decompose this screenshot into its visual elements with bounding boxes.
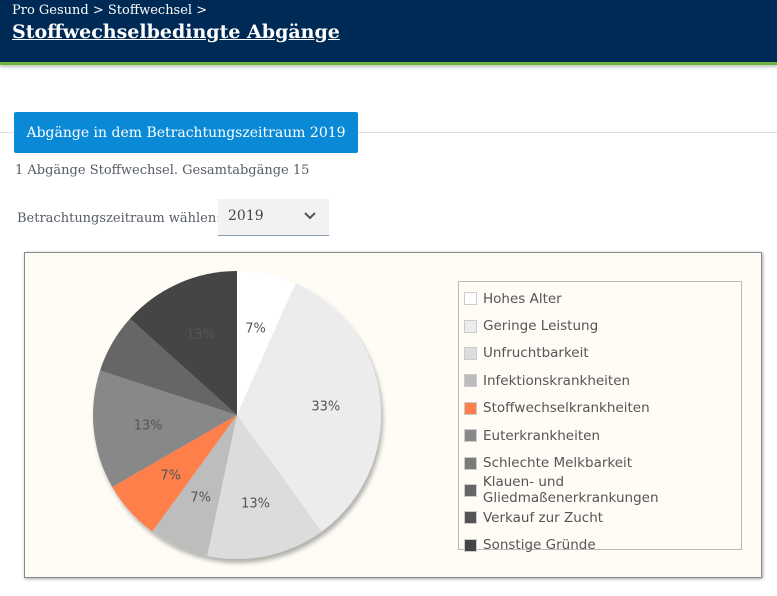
- legend-item[interactable]: Schlechte Melkbarkeit: [459, 449, 741, 476]
- legend-item[interactable]: Klauen- und Gliedmaßenerkrankungen: [459, 474, 741, 507]
- legend-label: Klauen- und Gliedmaßenerkrankungen: [482, 474, 659, 507]
- pie-slice-7[interactable]: [100, 318, 238, 415]
- pie-chart: 7% 33% 13% 7% 7% 13% 13%: [93, 271, 381, 559]
- legend-swatch: [464, 292, 477, 306]
- pie-slice-5[interactable]: [93, 370, 237, 487]
- legend-item[interactable]: Sonstige Gründe: [459, 532, 741, 559]
- slice-label: 13%: [241, 496, 270, 511]
- legend-label: Sonstige Gründe: [483, 537, 596, 554]
- legend-swatch: [464, 511, 477, 525]
- slice-label: 13%: [134, 418, 163, 433]
- period-select[interactable]: 2019: [218, 199, 329, 236]
- pie-slice-3[interactable]: [152, 415, 237, 556]
- legend-item[interactable]: Unfruchtbarkeit: [459, 340, 741, 367]
- legend-swatch: [464, 374, 477, 388]
- legend-label: Hohes Alter: [483, 290, 562, 307]
- legend-swatch: [464, 456, 477, 470]
- legend-swatch: [464, 401, 477, 415]
- legend-item[interactable]: Geringe Leistung: [459, 312, 741, 339]
- tab-divider: [0, 132, 777, 133]
- legend-item[interactable]: Infektionskrankheiten: [459, 367, 741, 394]
- pie-slice-0[interactable]: [237, 271, 296, 415]
- page-header: Pro Gesund > Stoffwechsel > Stoffwechsel…: [0, 0, 777, 65]
- legend-label: Infektionskrankheiten: [483, 372, 631, 389]
- slice-label: 7%: [245, 322, 266, 337]
- legend-item[interactable]: Verkauf zur Zucht: [459, 504, 741, 531]
- legend-swatch: [464, 429, 477, 443]
- chevron-down-icon: [304, 212, 316, 220]
- legend-swatch: [464, 319, 477, 333]
- legend-label: Geringe Leistung: [483, 318, 599, 335]
- period-select-value: 2019: [228, 208, 264, 224]
- tab-period-abgaenge[interactable]: Abgänge in dem Betrachtungszeitraum 2019: [14, 112, 358, 153]
- pie-slice-4[interactable]: [112, 415, 237, 532]
- legend-label: Unfruchtbarkeit: [483, 345, 589, 362]
- legend-label: Euterkrankheiten: [483, 427, 601, 444]
- pie-chart-panel: 7% 33% 13% 7% 7% 13% 13% Hohes Alter Geringe Le…: [24, 252, 762, 578]
- legend-swatch: [464, 538, 477, 552]
- legend-label: Verkauf zur Zucht: [483, 509, 604, 526]
- page-title[interactable]: Stoffwechselbedingte Abgänge: [12, 21, 340, 43]
- slice-label: 13%: [186, 327, 215, 342]
- pie-slice-2[interactable]: [207, 415, 322, 559]
- pie-slice-1[interactable]: [237, 283, 381, 532]
- legend-item[interactable]: Hohes Alter: [459, 285, 741, 312]
- legend-item[interactable]: Euterkrankheiten: [459, 422, 741, 449]
- legend-label: Schlechte Melkbarkeit: [483, 455, 633, 472]
- pie-slice-9[interactable]: [129, 271, 237, 415]
- legend-item[interactable]: Stoffwechselkrankheiten: [459, 395, 741, 422]
- legend-label: Stoffwechselkrankheiten: [483, 400, 650, 417]
- legend-swatch: [464, 346, 477, 360]
- breadcrumb[interactable]: Pro Gesund > Stoffwechsel >: [12, 3, 208, 18]
- legend-swatch: [464, 483, 477, 497]
- slice-label: 33%: [311, 400, 340, 415]
- summary-text: 1 Abgänge Stoffwechsel. Gesamtabgänge 15: [15, 163, 310, 178]
- chart-legend: Hohes Alter Geringe Leistung Unfruchtbarke…: [458, 281, 742, 553]
- slice-label: 7%: [190, 491, 211, 506]
- slice-label: 7%: [160, 469, 181, 484]
- period-select-label: Betrachtungszeitraum wählen:: [17, 211, 221, 226]
